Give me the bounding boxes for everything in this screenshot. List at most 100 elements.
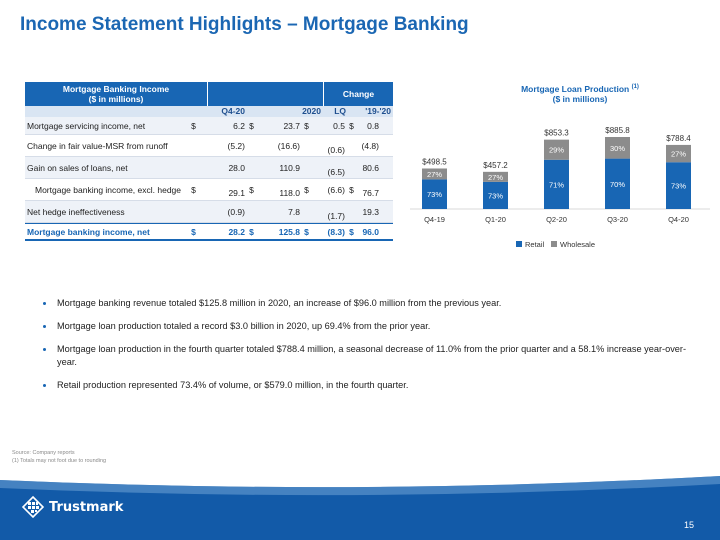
cell-q4-20: 6.2 xyxy=(233,120,245,131)
footnote-source: Source: Company reports xyxy=(12,450,75,456)
col-q4-20: Q4-20 xyxy=(221,106,245,116)
col-2020: 2020 xyxy=(302,106,321,116)
dollar-sign xyxy=(189,157,198,178)
dollar-sign xyxy=(247,157,256,178)
total-value-label: $457.2 xyxy=(483,161,508,170)
retail-percent-label: 71% xyxy=(549,180,564,189)
chart-title: Mortgage Loan Production (1) ($ in milli… xyxy=(440,82,720,104)
table-row: Mortgage banking income, net $28.2 $125.8 $… xyxy=(25,223,393,241)
bar-wholesale xyxy=(666,144,691,163)
dollar-sign xyxy=(189,135,198,156)
table-row: Mortgage servicing income, net $6.2 $23.7 $… xyxy=(25,117,393,135)
company-logo: Trustmark xyxy=(22,496,123,518)
row-label: Net hedge ineffectiveness xyxy=(27,206,125,217)
total-value-label: $885.8 xyxy=(605,126,630,135)
cell-lq: (8.3) xyxy=(327,226,345,237)
table-header: Mortgage Banking Income ($ in millions) … xyxy=(25,82,393,106)
page-title: Income Statement Highlights – Mortgage B… xyxy=(20,14,469,35)
total-value-label: $853.3 xyxy=(544,129,569,138)
dollar-sign: $ xyxy=(249,120,254,131)
category-tick-label: Q3-20 xyxy=(607,215,628,224)
category-tick-label: Q2-20 xyxy=(546,215,567,224)
bar-retail xyxy=(422,179,447,209)
cell-19-20: (4.8) xyxy=(361,140,379,151)
dollar-sign xyxy=(347,135,356,156)
table-header-title: Mortgage Banking Income ($ in millions) xyxy=(25,82,207,106)
trustmark-emblem-icon xyxy=(22,496,44,518)
cell-q4-20: 29.1 xyxy=(228,188,245,198)
footer-band xyxy=(0,470,720,540)
category-tick-label: Q4-19 xyxy=(424,215,445,224)
total-value-label: $788.4 xyxy=(666,134,691,143)
cell-2020: 118.0 xyxy=(279,188,300,198)
chart-title-line1: Mortgage Loan Production xyxy=(521,83,630,94)
dollar-sign: $ xyxy=(304,226,309,237)
dollar-sign: $ xyxy=(349,226,354,237)
row-label: Change in fair value-MSR from runoff xyxy=(27,140,168,151)
table-row: Net hedge ineffectiveness (0.9) 7.8 (1.7) 19… xyxy=(25,201,393,223)
table-subheader: Q4-20 2020 LQ '19-'20 xyxy=(25,106,393,117)
row-label: Gain on sales of loans, net xyxy=(27,162,128,173)
wholesale-percent-label: 27% xyxy=(671,150,686,159)
row-label: Mortgage banking income, net xyxy=(27,226,150,237)
production-chart: 73% 27% $498.5 Q4-19 73% 27% $457.2 Q1-20 71% 29%… xyxy=(410,126,710,249)
chart-title-line2: ($ in millions) xyxy=(552,93,608,104)
row-label: Mortgage servicing income, net xyxy=(27,120,146,131)
dollar-sign xyxy=(302,135,311,156)
cell-2020: 125.8 xyxy=(278,226,300,237)
dollar-sign: $ xyxy=(191,184,196,195)
cell-lq: (1.7) xyxy=(327,211,345,221)
cell-q4-20: (5.2) xyxy=(227,140,245,151)
cell-lq: (0.6) xyxy=(327,145,345,155)
bar-wholesale xyxy=(422,168,447,180)
bar-wholesale xyxy=(544,139,569,160)
bar-retail xyxy=(544,159,569,209)
dollar-sign: $ xyxy=(304,184,309,195)
retail-percent-label: 73% xyxy=(488,191,503,200)
retail-percent-label: 73% xyxy=(427,190,442,199)
retail-percent-label: 70% xyxy=(610,180,625,189)
col-19-20: '19-'20 xyxy=(365,106,391,116)
footer-swoosh xyxy=(0,470,720,496)
bar-wholesale xyxy=(605,137,630,159)
mortgage-income-table: Mortgage Banking Income ($ in millions) … xyxy=(25,82,393,241)
table-header-change: Change xyxy=(323,82,393,106)
cell-q4-20: (0.9) xyxy=(227,206,245,217)
table-header-spacer xyxy=(207,82,323,106)
table-row: Mortgage banking income, excl. hedge $29.… xyxy=(25,179,393,201)
cell-q4-20: 28.2 xyxy=(228,226,245,237)
dollar-sign xyxy=(247,135,256,156)
cell-lq: 0.5 xyxy=(333,120,345,131)
legend-swatch-retail xyxy=(516,241,522,247)
legend-label-wholesale: Wholesale xyxy=(560,240,595,249)
table-header-line1: Mortgage Banking Income xyxy=(62,84,170,94)
total-value-label: $498.5 xyxy=(422,157,447,166)
bullet-item: Mortgage loan production in the fourth q… xyxy=(40,343,690,369)
page-number: 15 xyxy=(683,520,694,530)
cell-2020: 23.7 xyxy=(283,120,300,131)
retail-percent-label: 73% xyxy=(671,182,686,191)
chart-title-footnote: (1) xyxy=(631,84,639,90)
footnotes: Source: Company reports (1) Totals may n… xyxy=(12,449,106,465)
dollar-sign: $ xyxy=(349,184,354,195)
cell-lq: (6.6) xyxy=(327,184,345,195)
cell-19-20: 76.7 xyxy=(362,188,379,198)
wholesale-percent-label: 27% xyxy=(488,173,503,182)
col-lq: LQ xyxy=(334,106,346,116)
dollar-sign xyxy=(247,201,256,222)
dollar-sign: $ xyxy=(349,120,354,131)
dollar-sign: $ xyxy=(191,120,196,131)
legend-label-retail: Retail xyxy=(525,240,545,249)
bar-retail xyxy=(605,158,630,209)
dollar-sign xyxy=(347,201,356,222)
wholesale-percent-label: 27% xyxy=(427,170,442,179)
category-tick-label: Q1-20 xyxy=(485,215,506,224)
row-label: Mortgage banking income, excl. hedge xyxy=(35,184,182,195)
cell-2020: (16.6) xyxy=(277,140,300,151)
table-row: Change in fair value-MSR from runoff (5.2… xyxy=(25,135,393,157)
footnote-rounding: (1) Totals may not foot due to rounding xyxy=(12,458,107,464)
cell-2020: 110.9 xyxy=(279,162,300,173)
cell-lq: (6.5) xyxy=(327,167,345,177)
bullet-list: Mortgage banking revenue totaled $125.8 … xyxy=(40,297,690,402)
dollar-sign: $ xyxy=(191,226,196,237)
